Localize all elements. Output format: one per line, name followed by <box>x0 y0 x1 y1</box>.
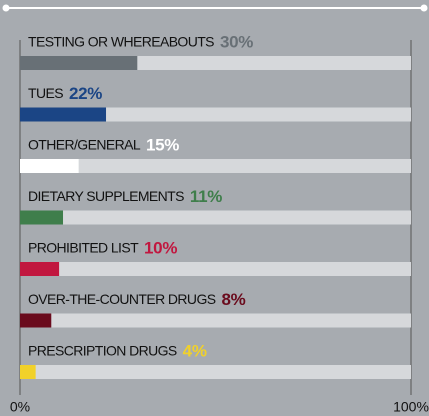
category-label: PRESCRIPTION DRUGS <box>28 343 177 359</box>
bar <box>20 210 64 225</box>
bar-track <box>20 262 411 276</box>
rule-dot <box>2 4 10 12</box>
x-tick-label: 0% <box>10 399 30 415</box>
bar-track <box>20 210 411 225</box>
value-label: 30% <box>220 32 253 51</box>
bar <box>20 159 79 173</box>
bar <box>20 262 60 276</box>
bar <box>20 365 36 379</box>
bar-track <box>20 313 411 328</box>
category-label: PROHIBITED LIST <box>28 240 139 256</box>
bar <box>20 56 138 70</box>
value-label: 4% <box>183 341 207 360</box>
bar <box>20 107 107 122</box>
value-label: 10% <box>144 238 177 257</box>
bar <box>20 313 52 328</box>
bar-track <box>20 159 411 173</box>
category-label: TUES <box>28 85 63 101</box>
bar-track <box>20 107 411 122</box>
x-tick-label: 100% <box>393 399 429 415</box>
category-label: DIETARY SUPPLEMENTS <box>28 188 184 204</box>
category-label: OVER-THE-COUNTER DRUGS <box>28 291 216 307</box>
value-label: 15% <box>146 135 179 154</box>
category-label: OTHER/GENERAL <box>28 137 141 153</box>
value-label: 22% <box>69 84 102 103</box>
rule-dot <box>420 4 428 12</box>
value-label: 11% <box>190 187 222 206</box>
bar-track <box>20 365 411 379</box>
category-label: TESTING OR WHEREABOUTS <box>28 34 214 50</box>
value-label: 8% <box>221 290 245 309</box>
